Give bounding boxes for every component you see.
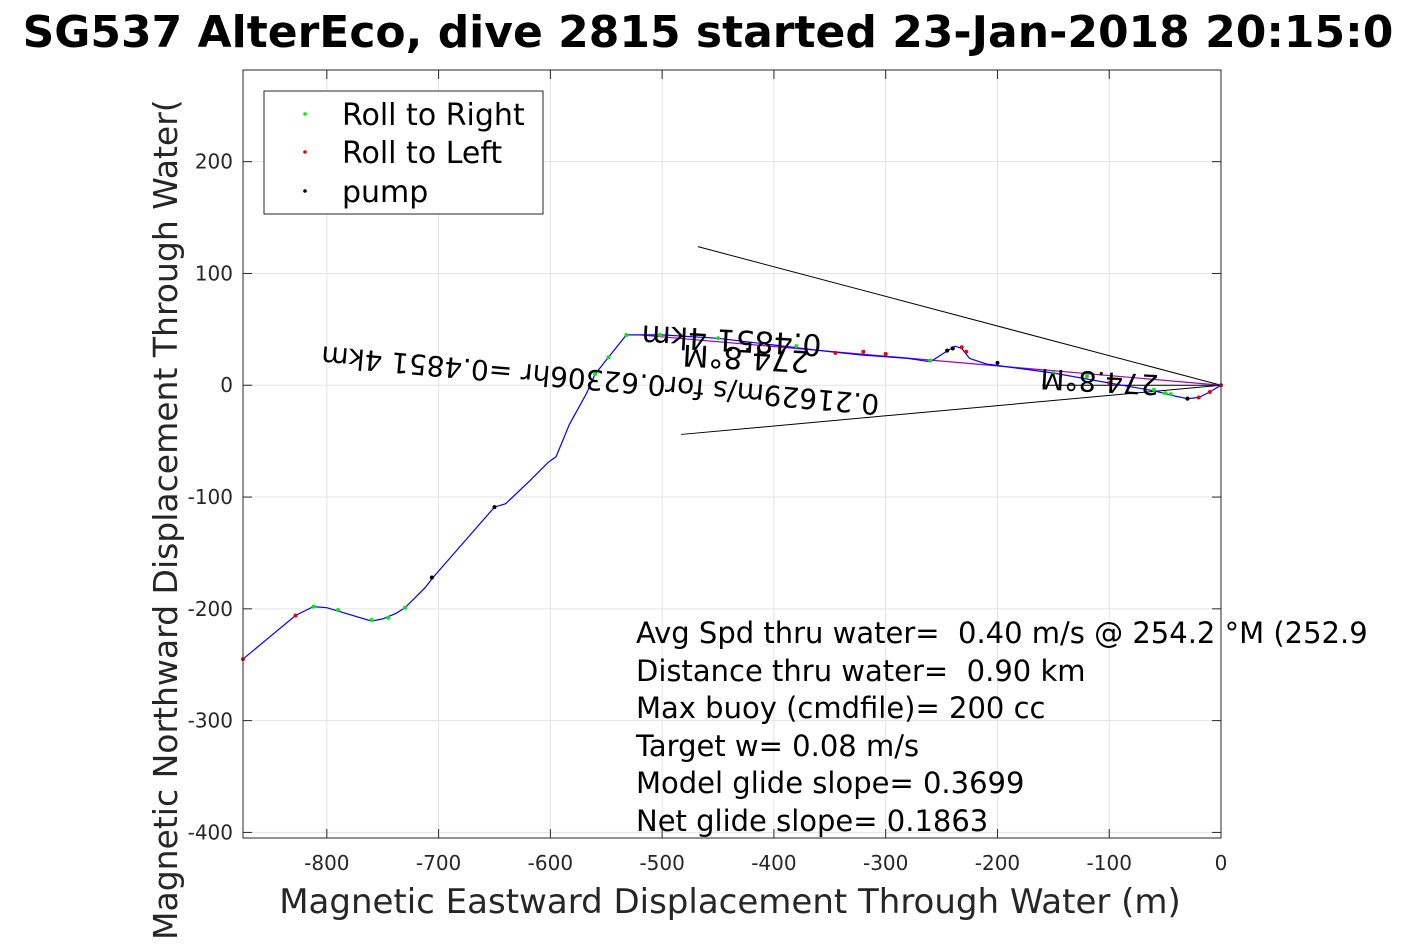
roll-right-point xyxy=(794,344,799,349)
roll-right-point xyxy=(657,332,662,337)
x-tick-label: -800 xyxy=(304,851,349,875)
roll-right-point xyxy=(369,618,374,623)
roll-right-point xyxy=(624,332,629,337)
x-tick-label: -100 xyxy=(1087,851,1132,875)
legend-label-roll-right: Roll to Right xyxy=(342,98,525,133)
roll-right-point xyxy=(606,355,611,360)
roll-left-point xyxy=(1207,389,1212,394)
plot-frame xyxy=(242,69,1222,839)
x-tick-label: -300 xyxy=(863,851,908,875)
stat-avg-speed: Avg Spd thru water= 0.40 m/s @ 254.2 °M … xyxy=(636,616,1368,650)
x-tick-label: -400 xyxy=(751,851,796,875)
y-axis-label: Magnetic Northward Displacement Through … xyxy=(146,99,185,940)
stat-max-buoy: Max buoy (cmdfile)= 200 cc xyxy=(636,691,1045,725)
x-tick-label: -600 xyxy=(528,851,573,875)
x-tick-label: -700 xyxy=(416,851,461,875)
roll-right-point xyxy=(386,615,391,620)
legend-label-pump: pump xyxy=(342,175,428,210)
roll-left-point xyxy=(883,351,888,356)
axis-ticks: -800 -700 -600 -500 -400 -300 -200 -100 0 200 100 0… xyxy=(188,70,1228,875)
legend-label-roll-left: Roll to Left xyxy=(342,136,502,171)
legend-box xyxy=(263,90,544,215)
roll-right-point xyxy=(403,605,408,610)
rotated-heading-label-top: 274.8°M xyxy=(682,337,810,379)
y-tick-label: -300 xyxy=(188,709,233,733)
roll-left-point xyxy=(959,345,964,350)
pump-point xyxy=(1185,396,1190,401)
roll-right-point xyxy=(593,372,598,377)
roll-left-point xyxy=(833,350,838,355)
roll-left-point xyxy=(293,613,298,618)
roll-right-point xyxy=(928,358,933,363)
wedge-line xyxy=(697,246,1222,386)
pump-point xyxy=(945,348,950,353)
roll-right-point xyxy=(336,607,341,612)
plot-area xyxy=(241,246,1223,662)
roll-right-point xyxy=(1151,387,1156,392)
roll-right-point xyxy=(1051,370,1056,375)
x-axis-label: Magnetic Eastward Displacement Through W… xyxy=(279,882,1181,922)
legend-marker-roll-left xyxy=(303,150,307,154)
roll-left-point xyxy=(964,349,969,354)
y-tick-label: 100 xyxy=(195,261,233,285)
roll-right-point xyxy=(716,336,721,341)
stat-target-w: Target w= 0.08 m/s xyxy=(635,729,919,763)
y-tick-label: -200 xyxy=(188,597,233,621)
x-tick-label: -200 xyxy=(975,851,1020,875)
y-tick-label: -400 xyxy=(188,820,233,844)
roll-right-point xyxy=(311,604,316,609)
roll-left-point xyxy=(1196,395,1201,400)
pump-point xyxy=(492,505,497,510)
roll-right-point xyxy=(1163,391,1168,396)
stat-net-glide: Net glide slope= 0.1863 xyxy=(636,804,988,838)
grid xyxy=(243,70,1222,838)
legend-marker-pump xyxy=(303,189,307,193)
stat-model-glide: Model glide slope= 0.3699 xyxy=(636,766,1024,800)
roll-left-point xyxy=(861,349,866,354)
pump-point xyxy=(429,575,434,580)
rotated-heading-label-mid: 274.8°M xyxy=(1040,362,1160,401)
roll-right-point xyxy=(1084,374,1089,379)
stats-block: Avg Spd thru water= 0.40 m/s @ 254.2 °M … xyxy=(635,616,1368,838)
pump-point xyxy=(995,360,1000,365)
x-tick-label: 0 xyxy=(1215,851,1228,875)
roll-left-point xyxy=(1107,381,1112,386)
y-tick-label: 0 xyxy=(220,373,233,397)
legend-marker-roll-right xyxy=(303,112,307,116)
roll-right-point xyxy=(1168,392,1173,397)
pump-point xyxy=(950,346,955,351)
chart-title: SG537 AlterEco, dive 2815 started 23-Jan… xyxy=(23,7,1394,58)
y-tick-label: 200 xyxy=(195,150,233,174)
legend: Roll to Right Roll to Left pump xyxy=(263,90,544,215)
y-tick-label: -100 xyxy=(188,485,233,509)
x-tick-label: -500 xyxy=(639,851,684,875)
wedge-line xyxy=(681,384,1222,435)
stat-distance: Distance thru water= 0.90 km xyxy=(636,654,1086,688)
